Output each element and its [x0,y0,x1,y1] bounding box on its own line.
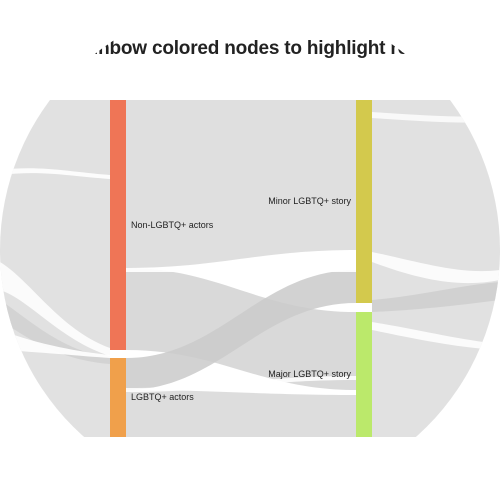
node-minor-lgbtq-story[interactable] [356,100,372,303]
link-gap [126,376,356,392]
link-lgbtq-to-minor [126,270,356,390]
label-non-lgbtq-actors: Non-LGBTQ+ actors [131,220,214,230]
link-gap [0,262,110,356]
link-nonlgbtq-to-minor [126,100,356,268]
chart-title: ne rainbow colored nodes to highlight re… [48,38,424,59]
link-gap [372,322,500,350]
label-minor-lgbtq-story: Minor LGBTQ+ story [268,196,351,206]
link-overlap [372,282,500,312]
node-lgbtq-actors[interactable] [110,358,126,437]
link-gap [126,268,356,272]
link-gap [372,112,500,123]
label-lgbtq-actors: LGBTQ+ actors [131,392,194,402]
link-lgbtq-to-major [126,390,356,437]
node-major-lgbtq-story[interactable] [356,312,372,437]
label-major-lgbtq-story: Major LGBTQ+ story [268,369,351,379]
link-gap [372,252,500,284]
node-non-lgbtq-actors[interactable] [110,100,126,350]
link-gap [0,330,110,358]
link-gap [0,168,110,179]
incoming-link-band [0,100,110,437]
